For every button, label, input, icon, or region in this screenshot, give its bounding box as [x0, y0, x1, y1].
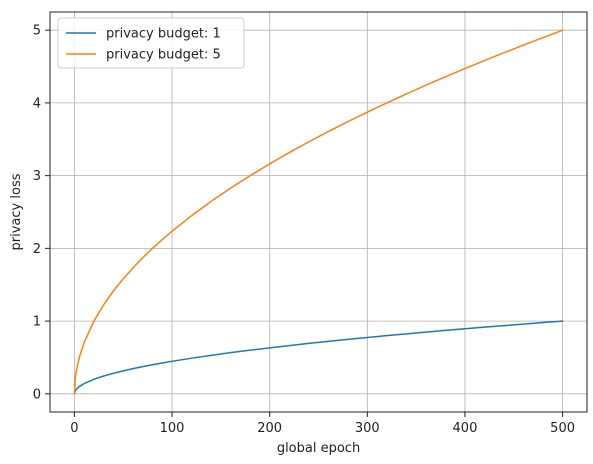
- legend-label-budget-1: privacy budget: 1: [106, 27, 221, 42]
- tick-layer: 0 100 200 300 400 500 0 1 2 3 4 5: [33, 24, 575, 436]
- y-tick-label: 5: [33, 24, 41, 39]
- y-axis-label: privacy loss: [9, 173, 24, 250]
- series-line-budget-1: [73, 320, 564, 395]
- x-tick-label: 100: [160, 421, 185, 436]
- x-tick-label: 0: [70, 421, 78, 436]
- y-tick-label: 3: [33, 169, 41, 184]
- x-tick-label: 400: [453, 421, 478, 436]
- y-tick-label: 4: [33, 96, 41, 111]
- y-tick-label: 0: [33, 387, 41, 402]
- legend-label-budget-5: privacy budget: 5: [106, 48, 221, 63]
- x-axis-label: global epoch: [277, 441, 360, 456]
- series-line-budget-5: [73, 29, 564, 395]
- x-tick-label: 300: [355, 421, 380, 436]
- legend: privacy budget: 1 privacy budget: 5: [57, 17, 245, 69]
- y-tick-label: 1: [33, 315, 41, 330]
- plot-frame: [49, 11, 588, 413]
- y-tick-label: 2: [33, 242, 41, 257]
- x-tick-label: 500: [550, 421, 575, 436]
- series-layer: [73, 29, 564, 395]
- x-tick-label: 200: [257, 421, 282, 436]
- legend-box: [57, 17, 245, 69]
